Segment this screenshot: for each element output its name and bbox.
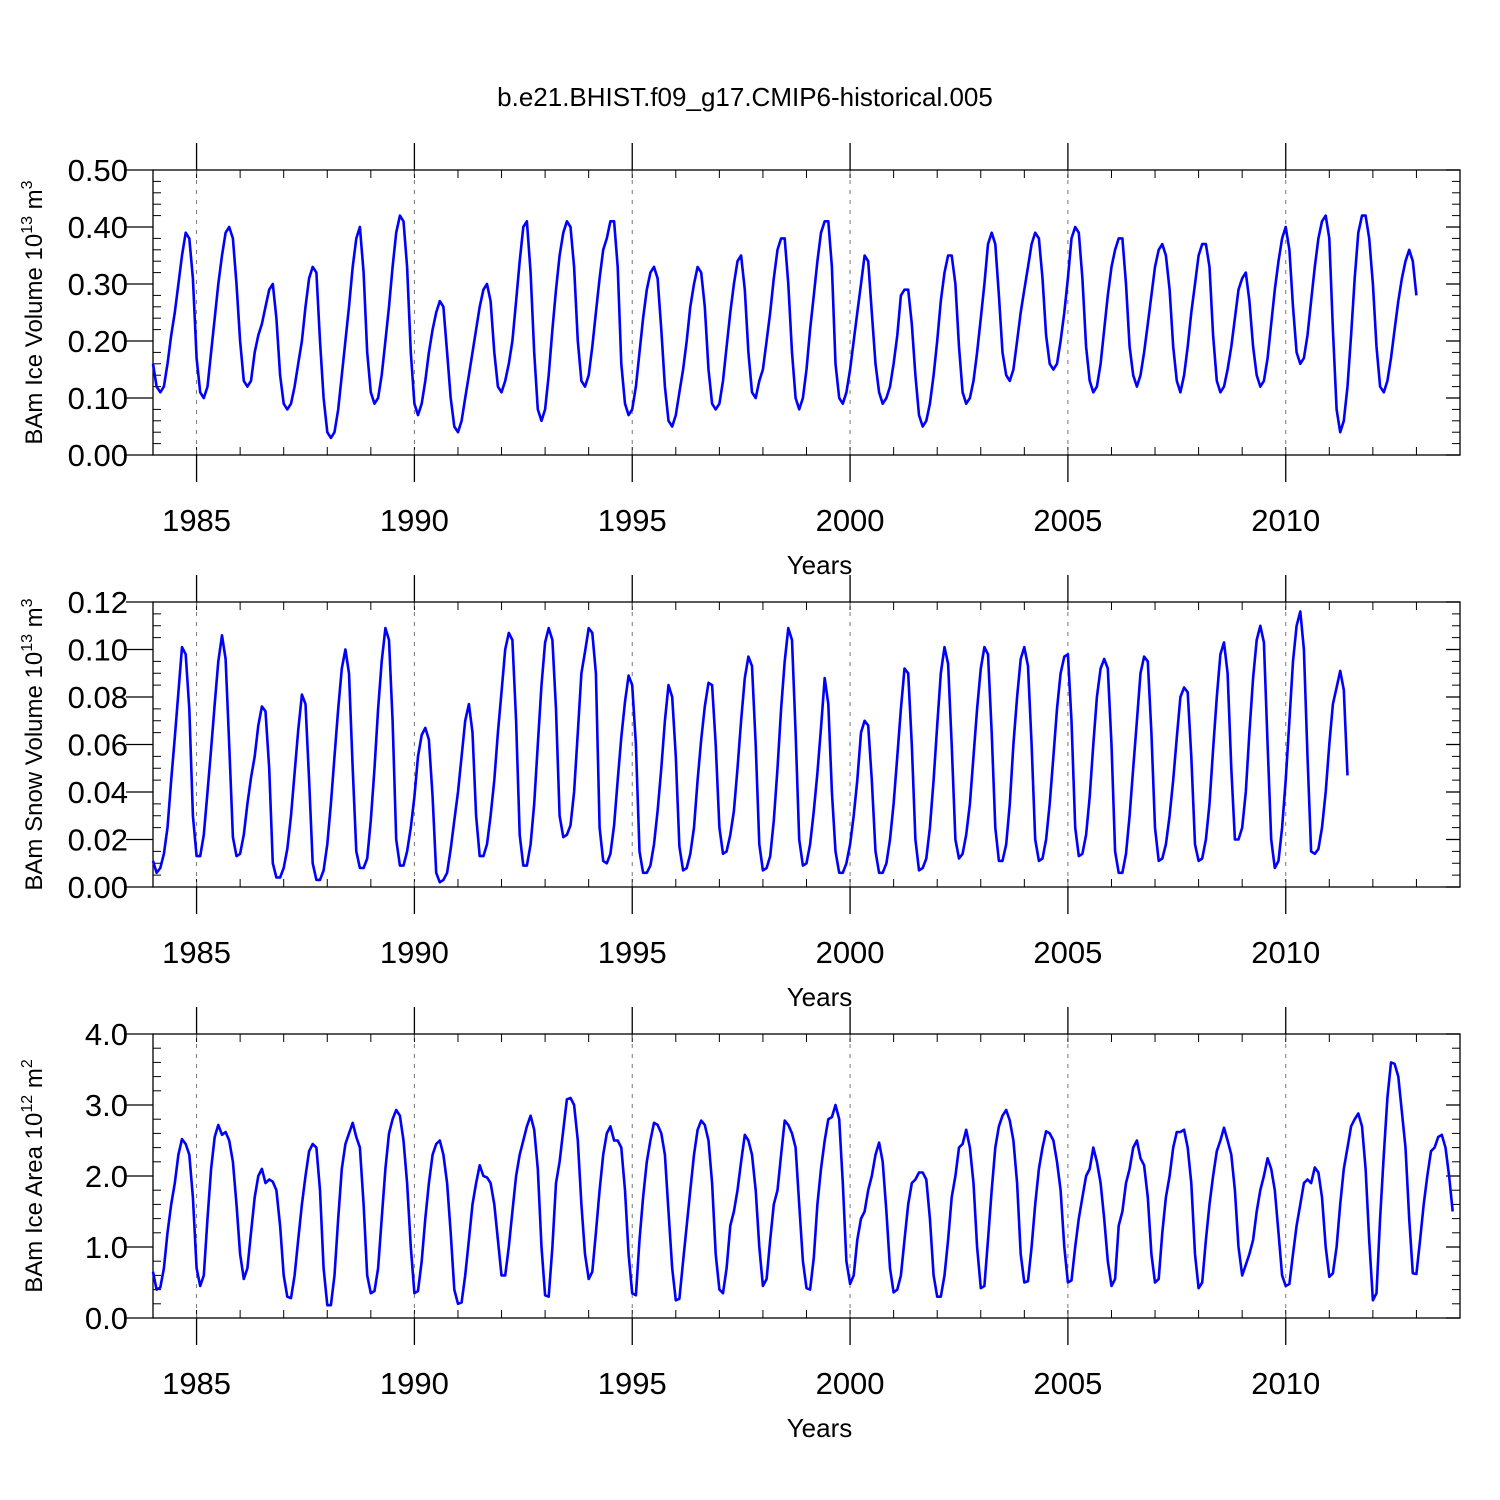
panel-1: 0.00 0.10 0.20 0.30 0.40 0.50 1985 1990 1995 2000…	[19, 143, 1461, 580]
x-tick-label: 2010	[1251, 503, 1320, 538]
x-axis-label: Years	[787, 1413, 853, 1443]
y-axis-label: BAm Snow Volume 1013 m3	[19, 598, 48, 890]
y-axis-label: BAm Ice Volume 1013 m3	[19, 180, 48, 444]
y-tick-label: 0.04	[68, 775, 128, 810]
x-tick-label: 1985	[162, 935, 231, 970]
plot-frame	[152, 169, 1461, 456]
x-tick-label: 2000	[816, 503, 885, 538]
y-tick-label: 0.50	[68, 153, 128, 188]
y-tick-label: 0.10	[68, 381, 128, 416]
x-tick-label: 2005	[1033, 935, 1102, 970]
x-tick-label: 2010	[1251, 935, 1320, 970]
y-tick-label: 0.10	[68, 633, 128, 668]
y-tick-label: 0.02	[68, 823, 128, 858]
y-tick-label: 0.12	[68, 585, 128, 620]
x-tick-label: 1990	[380, 503, 449, 538]
y-tick-label: 2.0	[85, 1159, 128, 1194]
x-tick-label: 1990	[380, 1366, 449, 1401]
series-line	[151, 610, 1349, 884]
y-axis-label: BAm Ice Area 1012 m2	[19, 1059, 48, 1293]
y-tick-label: 0.08	[68, 680, 128, 715]
x-tick-label: 2000	[816, 935, 885, 970]
panel-3: 0.0 1.0 2.0 3.0 4.0 1985 1990 1995 2000 2005 2010 Y…	[19, 1007, 1461, 1443]
y-tick-label: 0.20	[68, 324, 128, 359]
y-tick-label: 0.00	[68, 870, 128, 905]
plot-frame	[152, 601, 1461, 888]
y-tick-label: 0.06	[68, 728, 128, 763]
panel-2: 0.00 0.02 0.04 0.06 0.08 0.10 0.12 1985 1990 1995…	[19, 575, 1461, 1012]
x-tick-label: 2000	[816, 1366, 885, 1401]
y-tick-label: 0.30	[68, 267, 128, 302]
figure-title: b.e21.BHIST.f09_g17.CMIP6-historical.005	[497, 82, 993, 112]
x-tick-label: 1985	[162, 503, 231, 538]
x-tick-label: 2010	[1251, 1366, 1320, 1401]
x-axis-label: Years	[787, 550, 853, 580]
x-tick-label: 1995	[598, 935, 667, 970]
x-tick-label: 2005	[1033, 503, 1102, 538]
x-tick-label: 1985	[162, 1366, 231, 1401]
x-axis-label: Years	[787, 982, 853, 1012]
y-tick-label: 1.0	[85, 1230, 128, 1265]
y-tick-label: 4.0	[85, 1017, 128, 1052]
series-line	[151, 1061, 1454, 1307]
x-tick-label: 1995	[598, 1366, 667, 1401]
y-tick-label: 0.0	[85, 1301, 128, 1336]
plot-frame	[152, 1033, 1461, 1319]
series-line	[151, 214, 1418, 440]
y-tick-label: 0.00	[68, 438, 128, 473]
panels: 0.00 0.10 0.20 0.30 0.40 0.50 1985 1990 1995 2000…	[19, 143, 1461, 1443]
x-tick-label: 1995	[598, 503, 667, 538]
y-tick-label: 3.0	[85, 1088, 128, 1123]
x-tick-label: 1990	[380, 935, 449, 970]
x-tick-label: 2005	[1033, 1366, 1102, 1401]
y-tick-label: 0.40	[68, 210, 128, 245]
